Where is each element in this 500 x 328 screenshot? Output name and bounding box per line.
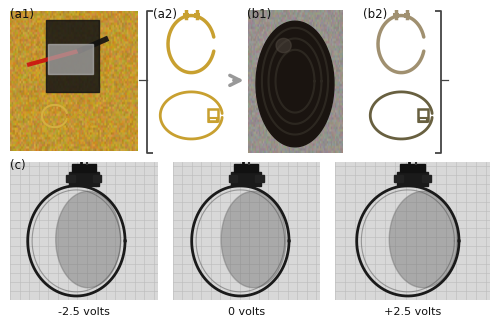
Bar (182, 13, 189, 18)
Bar (422, 175, 431, 182)
Bar (400, 164, 425, 172)
Text: (a2): (a2) (152, 8, 176, 21)
Bar (394, 175, 403, 182)
Bar (72, 164, 96, 172)
Bar (228, 175, 237, 182)
Polygon shape (221, 191, 286, 288)
Text: +2.5 volts: +2.5 volts (384, 307, 441, 317)
Polygon shape (276, 38, 291, 52)
Text: (c): (c) (10, 159, 26, 172)
Bar (234, 164, 258, 172)
Text: -2.5 volts: -2.5 volts (58, 307, 110, 317)
Text: (a1): (a1) (10, 8, 34, 21)
Text: (b2): (b2) (362, 8, 387, 21)
Polygon shape (56, 191, 120, 288)
Bar (69, 172, 98, 186)
Bar (46, 20, 99, 92)
Bar (397, 172, 428, 186)
Bar (404, 13, 410, 18)
Polygon shape (390, 191, 458, 288)
Bar (194, 13, 200, 18)
Bar (48, 44, 93, 74)
Text: (b1): (b1) (248, 8, 272, 21)
Bar (255, 175, 264, 182)
Bar (66, 175, 75, 182)
Bar (392, 13, 399, 18)
Text: 0 volts: 0 volts (228, 307, 265, 317)
Polygon shape (256, 21, 334, 147)
Bar (232, 172, 261, 186)
Bar (92, 175, 102, 182)
